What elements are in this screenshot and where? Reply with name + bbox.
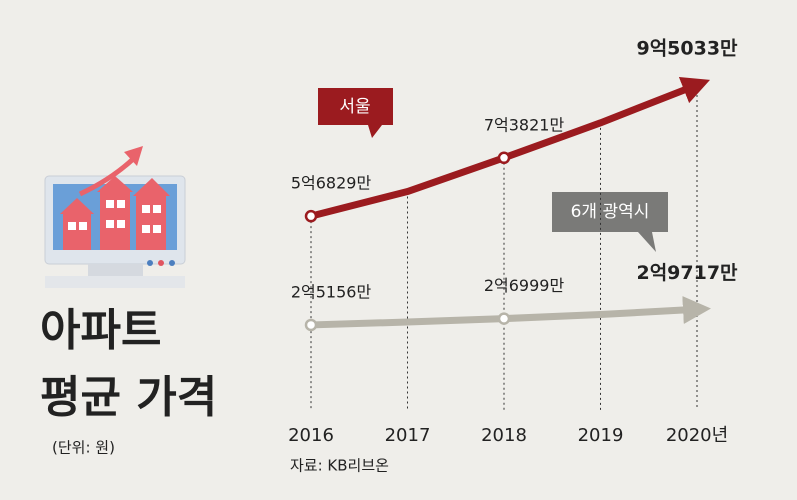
legend-callout: 6개 광역시 — [552, 192, 668, 252]
x-tick-label: 2017 — [385, 425, 431, 446]
legend-callout: 서울 — [318, 88, 393, 138]
title-line: 아파트 — [40, 305, 161, 356]
x-tick-label: 2020년 — [666, 425, 728, 446]
point — [304, 318, 318, 332]
value-label: 7억3821만 — [484, 115, 565, 134]
source: 자료: KB리브온 — [290, 457, 389, 475]
value-label: 2억6999만 — [484, 276, 565, 295]
subtitle: (단위: 원) — [52, 439, 115, 457]
value-label: 5억6829만 — [291, 174, 372, 193]
value-label: 2억9717만 — [636, 262, 738, 284]
point — [497, 151, 511, 165]
x-tick-label: 2019 — [578, 425, 624, 446]
icon — [44, 146, 186, 288]
legend-label: 서울 — [339, 97, 370, 117]
x-tick-label: 2018 — [481, 425, 527, 446]
legend-label: 6개 광역시 — [571, 202, 650, 222]
x-tick-label: 2016 — [288, 425, 334, 446]
value-label: 2억5156만 — [291, 282, 372, 301]
point — [304, 209, 318, 223]
title-line: 평균 가격 — [40, 372, 217, 423]
point — [497, 312, 511, 325]
value-label: 9억5033만 — [636, 37, 738, 59]
